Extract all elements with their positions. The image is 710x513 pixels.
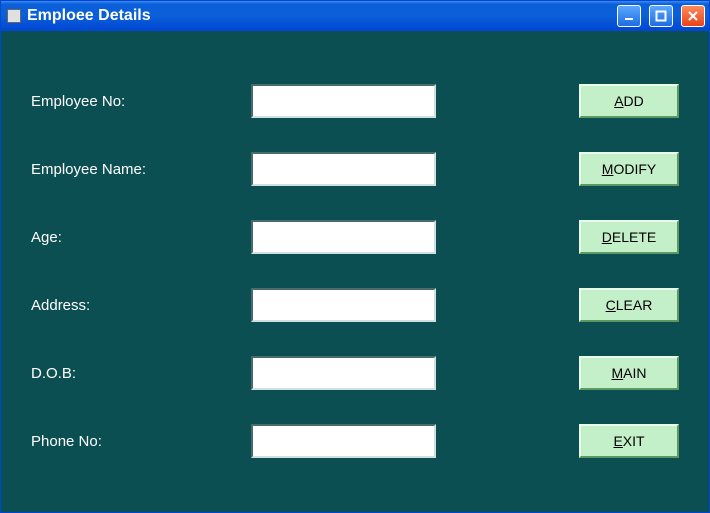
fieldwrap-employee-no	[251, 84, 446, 118]
fieldwrap-phone-no	[251, 424, 446, 458]
window: Emploee Details Employee No: ADD Employe…	[0, 0, 710, 513]
label-dob: D.O.B:	[31, 365, 251, 382]
row-phone-no: Phone No: EXIT	[31, 421, 679, 461]
row-employee-no: Employee No: ADD	[31, 81, 679, 121]
label-employee-no: Employee No:	[31, 93, 251, 110]
clear-button[interactable]: CLEAR	[579, 288, 679, 322]
app-icon	[7, 9, 21, 23]
fieldwrap-dob	[251, 356, 446, 390]
modify-button[interactable]: MODIFY	[579, 152, 679, 186]
label-age: Age:	[31, 229, 251, 246]
close-button[interactable]	[681, 5, 705, 27]
row-age: Age: DELETE	[31, 217, 679, 257]
phone-no-input[interactable]	[251, 424, 436, 458]
delete-button[interactable]: DELETE	[579, 220, 679, 254]
fieldwrap-age	[251, 220, 446, 254]
employee-name-input[interactable]	[251, 152, 436, 186]
label-employee-name: Employee Name:	[31, 161, 251, 178]
row-dob: D.O.B: MAIN	[31, 353, 679, 393]
titlebar: Emploee Details	[1, 1, 709, 31]
dob-input[interactable]	[251, 356, 436, 390]
add-button[interactable]: ADD	[579, 84, 679, 118]
minimize-icon	[623, 10, 635, 22]
row-employee-name: Employee Name: MODIFY	[31, 149, 679, 189]
main-button[interactable]: MAIN	[579, 356, 679, 390]
close-icon	[687, 10, 699, 22]
row-address: Address: CLEAR	[31, 285, 679, 325]
minimize-button[interactable]	[617, 5, 641, 27]
maximize-icon	[655, 10, 667, 22]
employee-no-input[interactable]	[251, 84, 436, 118]
client-area: Employee No: ADD Employee Name: MODIFY A…	[6, 31, 704, 507]
age-input[interactable]	[251, 220, 436, 254]
exit-button[interactable]: EXIT	[579, 424, 679, 458]
fieldwrap-address	[251, 288, 446, 322]
maximize-button[interactable]	[649, 5, 673, 27]
address-input[interactable]	[251, 288, 436, 322]
label-address: Address:	[31, 297, 251, 314]
label-phone-no: Phone No:	[31, 433, 251, 450]
fieldwrap-employee-name	[251, 152, 446, 186]
window-title: Emploee Details	[27, 7, 609, 25]
